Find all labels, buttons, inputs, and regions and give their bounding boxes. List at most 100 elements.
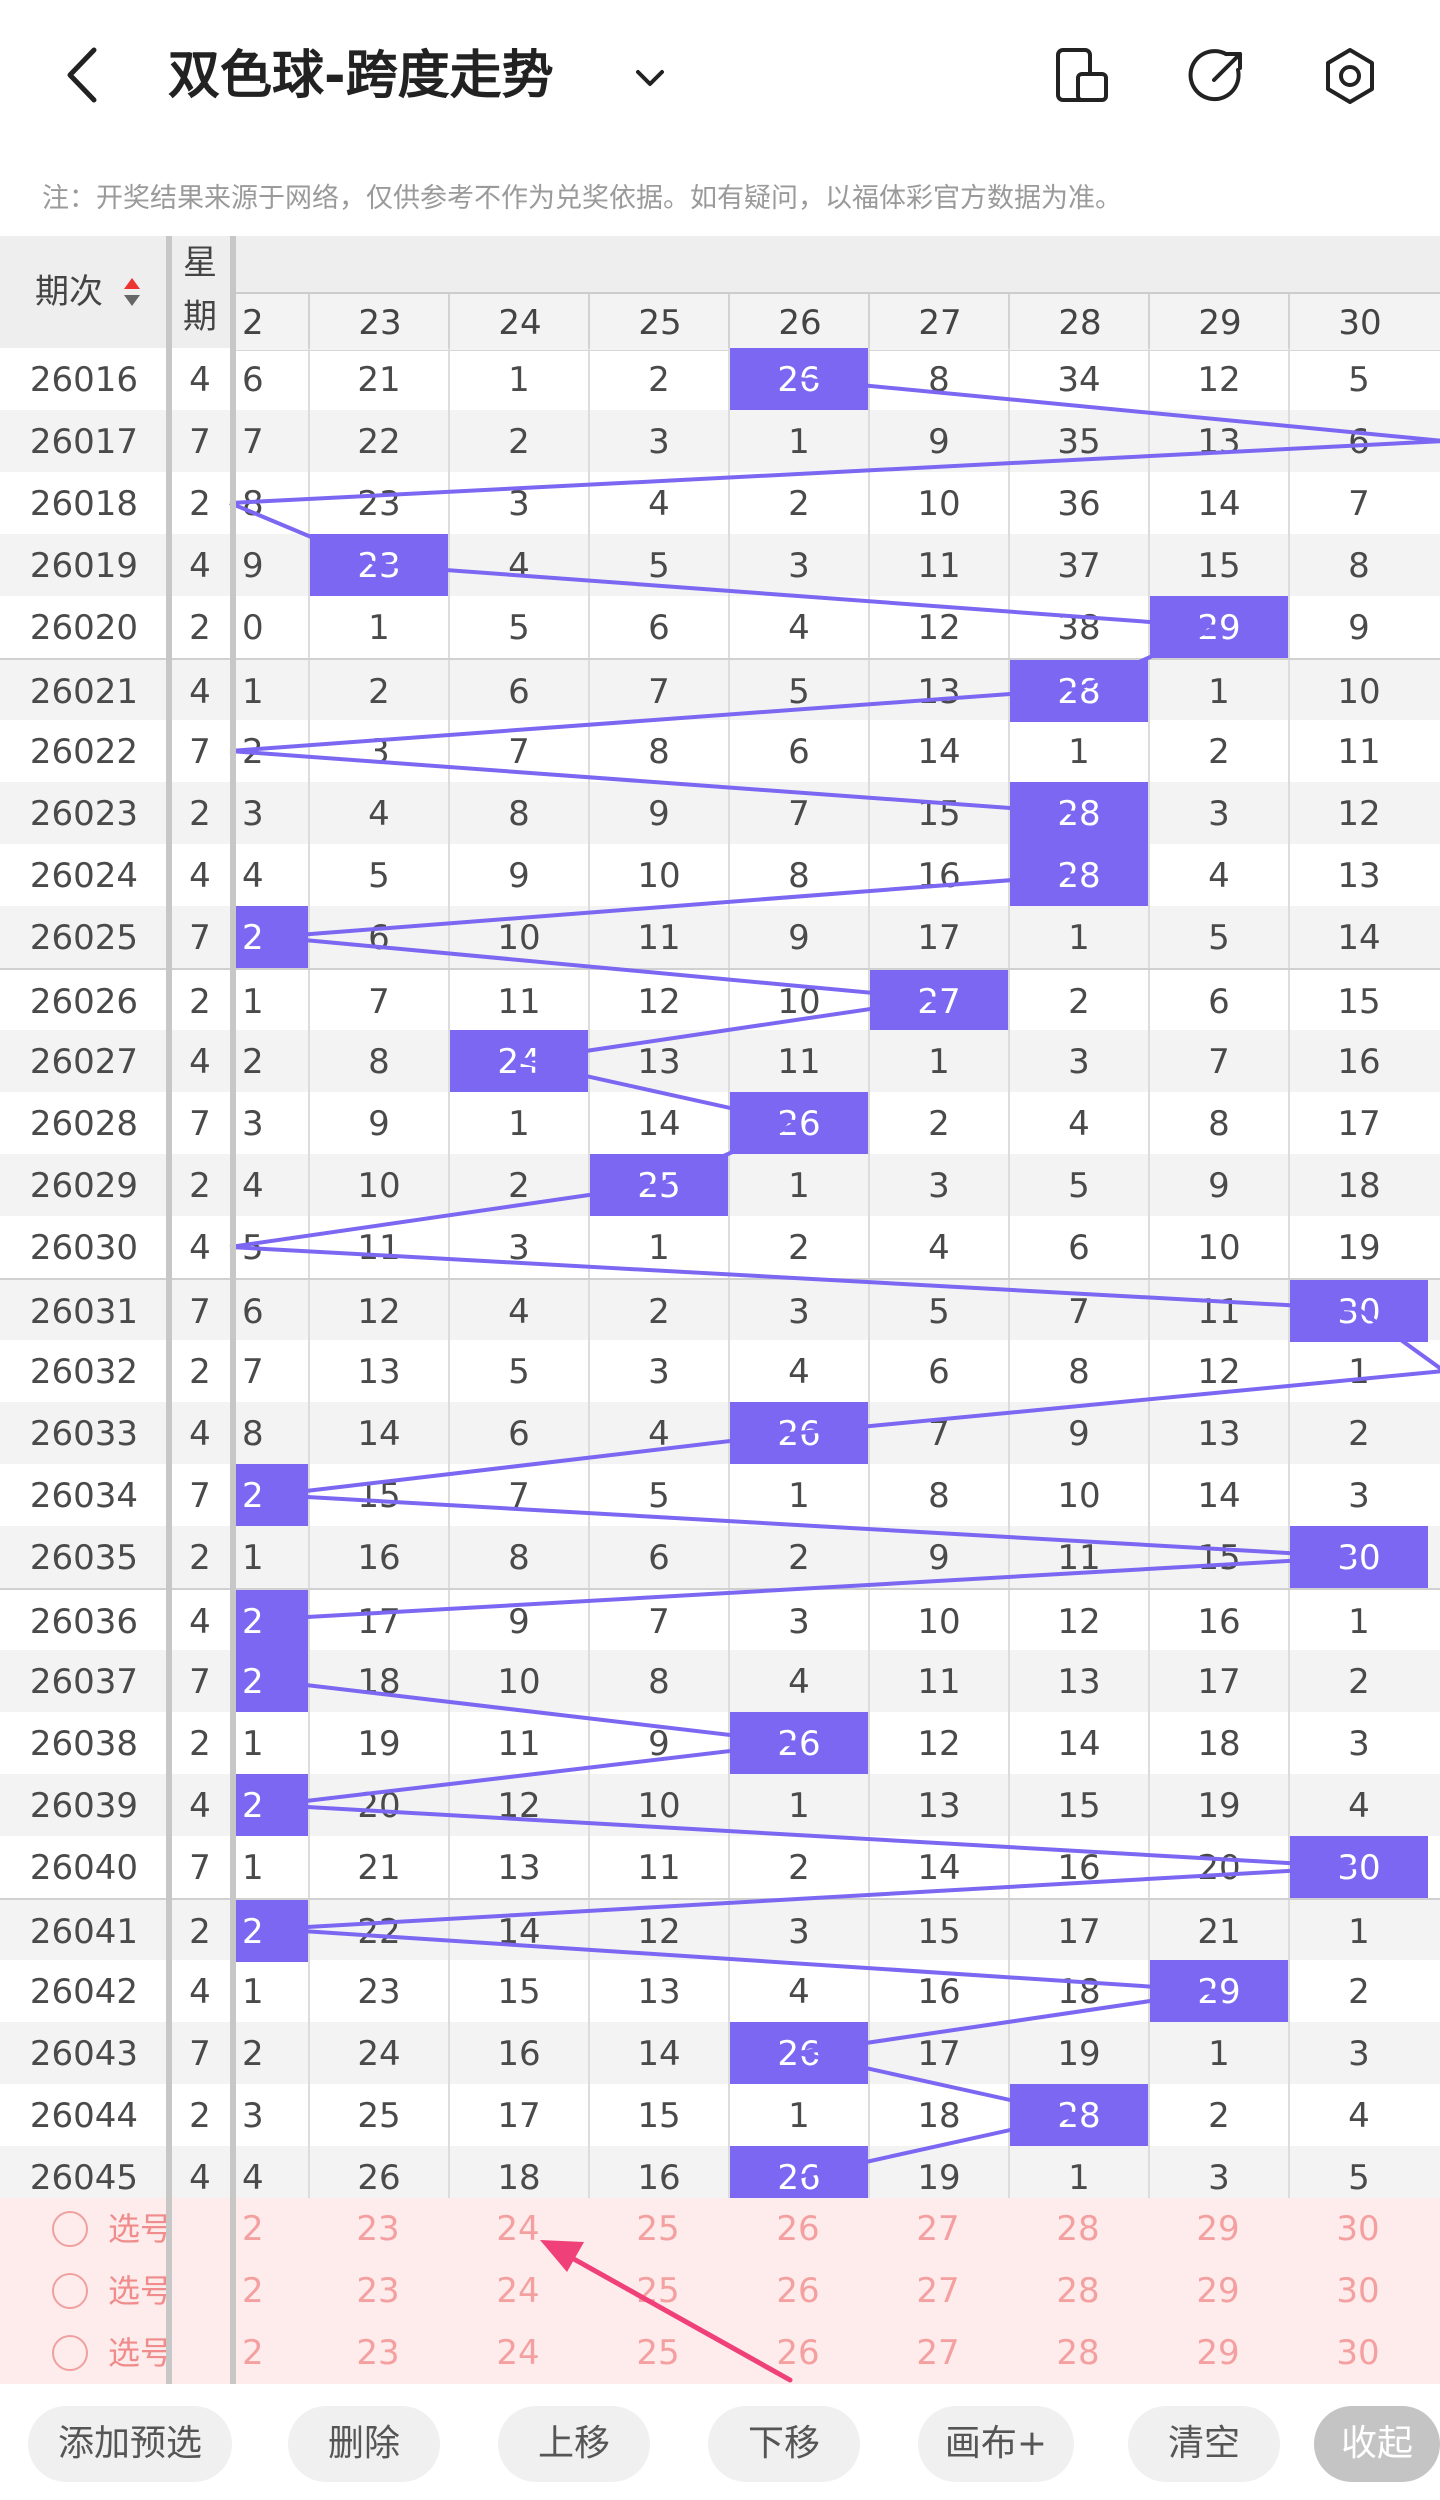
pick-number[interactable]: 25 (636, 2333, 680, 2373)
column-header-27: 27 (868, 294, 1010, 350)
pick-number[interactable]: 30 (1336, 2333, 1380, 2373)
value-cell: 38 (1008, 596, 1148, 658)
value-cell: 13 (1148, 1402, 1288, 1464)
value-cell: 10 (448, 1650, 588, 1712)
pick-row: 选号 2 23 24 25 26 27 28 29 30 (0, 2260, 1440, 2322)
pick-number[interactable]: 28 (1056, 2271, 1100, 2311)
pick-number[interactable]: 2 (242, 2333, 264, 2373)
add-preselect-button[interactable]: 添加预选 (28, 2406, 232, 2482)
value-cell: 9 (1148, 1154, 1288, 1216)
pick-number[interactable]: 23 (356, 2209, 400, 2249)
chevron-down-icon[interactable] (630, 58, 670, 98)
value-cell: 12 (1008, 1590, 1148, 1652)
collapse-button[interactable]: 收起 (1314, 2406, 1440, 2482)
weekday-cell: 4 (189, 360, 211, 400)
sort-icon[interactable] (122, 274, 142, 310)
value-cell: 6 (308, 906, 448, 968)
pick-number[interactable]: 23 (356, 2271, 400, 2311)
clear-button[interactable]: 清空 (1128, 2406, 1280, 2482)
hit-cell: 26 (728, 2022, 868, 2084)
layout-toggle-icon[interactable] (1052, 44, 1112, 108)
pick-label[interactable]: 选号 (108, 2334, 173, 2372)
value-cell: 11 (588, 1836, 728, 1898)
pick-number[interactable]: 23 (356, 2333, 400, 2373)
pick-number[interactable]: 28 (1056, 2333, 1100, 2373)
value-cell: 1 (728, 1464, 868, 1526)
table-row: 26040 7 1 21 13 11 2 14 16 20 30 (0, 1836, 1440, 1898)
value-cell: 12 (588, 1900, 728, 1962)
value-cell: 10 (448, 906, 588, 968)
pick-number[interactable]: 26 (776, 2209, 820, 2249)
value-cell: 16 (1148, 1590, 1288, 1652)
column-header-23: 23 (308, 294, 450, 350)
left-header: 期次 星 期 (0, 236, 232, 348)
pick-number[interactable]: 26 (776, 2333, 820, 2373)
value-cell: 17 (868, 906, 1008, 968)
value-cell: 34 (1008, 348, 1148, 410)
pick-number[interactable]: 2 (242, 2271, 264, 2311)
value-cell: 18 (1288, 1154, 1428, 1216)
column-header-26: 26 (728, 294, 870, 350)
value-cell: 9 (448, 1590, 588, 1652)
pick-number[interactable]: 25 (636, 2209, 680, 2249)
table-row: 26044 2 3 25 17 15 1 18 28 2 4 (0, 2084, 1440, 2146)
value-cell: 2 (448, 410, 588, 472)
value-cell: 3 (1288, 2022, 1428, 2084)
value-cell: 5 (728, 660, 868, 722)
pick-number[interactable]: 30 (1336, 2209, 1380, 2249)
value-cell: 12 (1148, 348, 1288, 410)
delete-button[interactable]: 删除 (288, 2406, 440, 2482)
value-cell: 22 (308, 1900, 448, 1962)
move-up-button[interactable]: 上移 (498, 2406, 650, 2482)
value-cell: 7 (242, 422, 264, 462)
value-cell: 17 (448, 2084, 588, 2146)
hit-cell: 28 (1008, 782, 1148, 844)
move-down-button[interactable]: 下移 (708, 2406, 860, 2482)
value-cell: 2 (1008, 970, 1148, 1032)
settings-icon[interactable] (1320, 44, 1380, 108)
pick-label[interactable]: 选号 (108, 2210, 173, 2248)
value-cell: 3 (728, 1280, 868, 1342)
pick-number[interactable]: 29 (1196, 2209, 1240, 2249)
hit-cell: 2 (236, 1590, 308, 1652)
pick-number[interactable]: 24 (496, 2271, 540, 2311)
value-cell: 5 (1288, 2146, 1428, 2208)
canvas-plus-button[interactable]: 画布+ (918, 2406, 1074, 2482)
value-cell: 2 (1148, 720, 1288, 782)
pick-radio[interactable] (52, 2273, 88, 2309)
pick-number[interactable]: 25 (636, 2271, 680, 2311)
value-cell: 2 (1288, 1650, 1428, 1712)
value-cell: 5 (448, 1340, 588, 1402)
weekday-cell: 2 (189, 2096, 211, 2136)
pick-number[interactable]: 27 (916, 2333, 960, 2373)
back-arrow-icon[interactable] (58, 40, 108, 110)
week-header: 星 期 (172, 236, 228, 344)
value-cell: 5 (588, 1464, 728, 1526)
value-cell: 15 (588, 2084, 728, 2146)
pick-number[interactable]: 24 (496, 2333, 540, 2373)
column-header-25: 25 (588, 294, 730, 350)
column-header-30: 30 (1288, 294, 1430, 350)
value-cell: 4 (308, 782, 448, 844)
value-cell: 2 (308, 660, 448, 722)
pick-number[interactable]: 27 (916, 2271, 960, 2311)
pick-number[interactable]: 26 (776, 2271, 820, 2311)
value-cell: 13 (588, 1030, 728, 1092)
share-icon[interactable] (1186, 44, 1246, 108)
period-header[interactable]: 期次 (0, 264, 168, 320)
value-cell: 11 (868, 1650, 1008, 1712)
value-cell: 14 (588, 2022, 728, 2084)
pick-number[interactable]: 29 (1196, 2333, 1240, 2373)
pick-number[interactable]: 24 (496, 2209, 540, 2249)
pick-label[interactable]: 选号 (108, 2272, 173, 2310)
pick-number[interactable]: 2 (242, 2209, 264, 2249)
value-cell: 24 (308, 2022, 448, 2084)
value-cell: 21 (308, 348, 448, 410)
pick-radio[interactable] (52, 2211, 88, 2247)
pick-number[interactable]: 27 (916, 2209, 960, 2249)
pick-number[interactable]: 29 (1196, 2271, 1240, 2311)
value-cell: 2 (448, 1154, 588, 1216)
pick-number[interactable]: 30 (1336, 2271, 1380, 2311)
pick-radio[interactable] (52, 2335, 88, 2371)
pick-number[interactable]: 28 (1056, 2209, 1100, 2249)
